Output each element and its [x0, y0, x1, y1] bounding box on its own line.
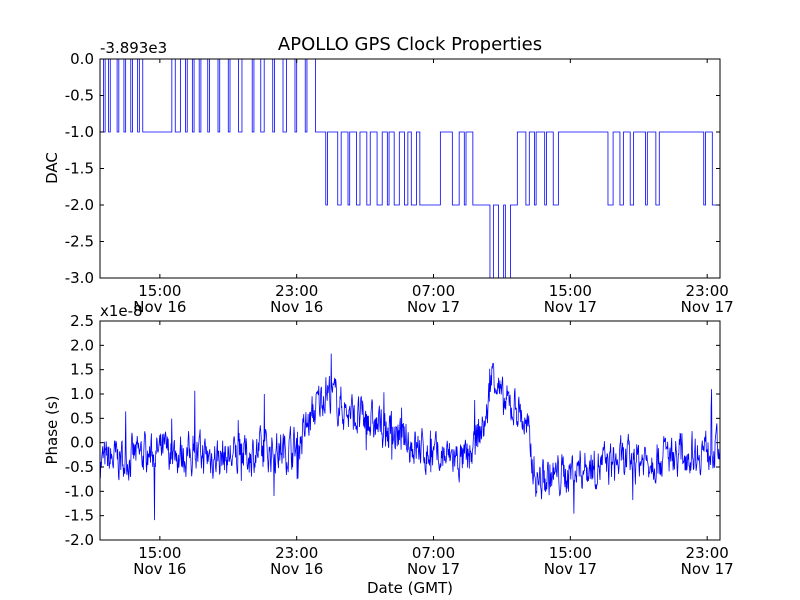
- xtick-date-label: Nov 17: [681, 298, 734, 316]
- xtick-date-label: Nov 17: [544, 560, 597, 578]
- ytick-label: -2.5: [65, 233, 94, 251]
- ytick-label: 2.0: [70, 336, 94, 354]
- dac-ylabel: DAC: [43, 152, 61, 184]
- axes-frame: [99, 58, 721, 279]
- ytick-label: 0.0: [70, 50, 94, 68]
- xtick-time-label: 15:00: [549, 544, 592, 562]
- phase-offset-label: x1e-8: [100, 302, 143, 320]
- xtick-time-label: 23:00: [275, 282, 318, 300]
- axes-frame: [99, 320, 721, 541]
- ytick-label: 0.0: [70, 434, 94, 452]
- ytick-label: -2.0: [65, 196, 94, 214]
- xtick-time-label: 15:00: [138, 544, 181, 562]
- xtick-time-label: 15:00: [138, 282, 181, 300]
- ytick-label: -1.0: [65, 482, 94, 500]
- dac-offset-label: -3.893e3: [100, 39, 167, 57]
- xtick-date-label: Nov 17: [407, 298, 460, 316]
- dac-axes: -3.893e3 DAC 0.0 -0.5 -1.0 -1.5 -2.0 -2.5 -3.0…: [43, 39, 734, 316]
- phase-axes: x1e-8 Phase (s) Date (GMT) 2.5 2.0 1.5 1.0 0…: [43, 302, 734, 597]
- phase-xlabel: Date (GMT): [367, 579, 453, 597]
- xtick-time-label: 23:00: [686, 282, 729, 300]
- xtick-date-label: Nov 17: [681, 560, 734, 578]
- phase-series-line: [100, 353, 720, 521]
- xtick-time-label: 23:00: [275, 544, 318, 562]
- dac-series-line: [100, 59, 720, 278]
- ytick-label: -3.0: [65, 269, 94, 287]
- phase-ylabel: Phase (s): [43, 395, 61, 464]
- ytick-label: 1.0: [70, 385, 94, 403]
- ytick-label: 1.5: [70, 361, 94, 379]
- ytick-label: -0.5: [65, 458, 94, 476]
- ytick-label: -1.5: [65, 507, 94, 525]
- xtick-time-label: 23:00: [686, 544, 729, 562]
- ytick-label: -0.5: [65, 87, 94, 105]
- ytick-label: -2.0: [65, 531, 94, 549]
- xtick-time-label: 07:00: [412, 544, 455, 562]
- xtick-date-label: Nov 16: [133, 298, 186, 316]
- xtick-date-label: Nov 17: [407, 560, 460, 578]
- chart-title: APOLLO GPS Clock Properties: [278, 34, 542, 55]
- xtick-date-label: Nov 17: [544, 298, 597, 316]
- xtick-date-label: Nov 16: [270, 560, 323, 578]
- xtick-date-label: Nov 16: [133, 560, 186, 578]
- ytick-label: -1.5: [65, 160, 94, 178]
- xtick-date-label: Nov 16: [270, 298, 323, 316]
- ytick-label: 2.5: [70, 312, 94, 330]
- ytick-label: -1.0: [65, 123, 94, 141]
- ytick-label: 0.5: [70, 409, 94, 427]
- xtick-time-label: 07:00: [412, 282, 455, 300]
- xtick-time-label: 15:00: [549, 282, 592, 300]
